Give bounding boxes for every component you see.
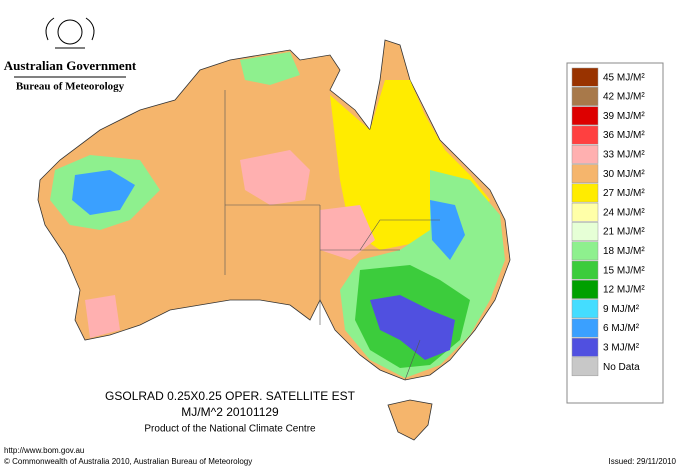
legend-label: 36 MJ/M²: [603, 130, 645, 141]
legend-label: No Data: [603, 362, 640, 373]
legend-label: 27 MJ/M²: [603, 188, 645, 199]
band: [430, 200, 465, 260]
legend-label: 12 MJ/M²: [603, 285, 645, 296]
issued: Issued: 29/11/2010: [609, 457, 677, 466]
caption: MJ/M^2 20101129: [181, 405, 279, 419]
legend-swatch: [571, 299, 599, 319]
band: [72, 170, 135, 215]
legend-swatch: [571, 260, 599, 280]
legend-swatch: [571, 67, 599, 87]
legend-swatch: [571, 164, 599, 184]
crest: [45, 17, 95, 49]
legend-swatch: [571, 241, 599, 261]
caption: Product of the National Climate Centre: [144, 424, 316, 435]
url: http://www.bom.gov.au: [4, 446, 84, 455]
legend-swatch: [571, 318, 599, 338]
legend-label: 21 MJ/M²: [603, 227, 645, 238]
agency-title: Australian Government: [4, 58, 137, 73]
legend-label: 6 MJ/M²: [603, 323, 640, 334]
legend-swatch: [571, 357, 599, 377]
legend-label: 30 MJ/M²: [603, 169, 645, 180]
legend-label: 9 MJ/M²: [603, 304, 640, 315]
tasmania: [387, 399, 433, 441]
caption: GSOLRAD 0.25X0.25 OPER. SATELLITE EST: [105, 389, 356, 403]
legend-swatch: [571, 280, 599, 299]
legend-label: 33 MJ/M²: [603, 149, 645, 160]
legend-swatch: [571, 337, 599, 357]
map: [37, 39, 511, 441]
agency-subtitle: Bureau of Meteorology: [16, 81, 125, 93]
state-borders: [224, 90, 440, 381]
legend-label: 24 MJ/M²: [603, 207, 645, 218]
legend-label: 3 MJ/M²: [603, 342, 640, 353]
legend-swatch: [571, 202, 599, 222]
legend-swatch: [571, 125, 599, 145]
copyright: © Commonwealth of Australia 2010, Austra…: [4, 457, 252, 466]
legend-swatch: [571, 183, 599, 203]
band: [370, 295, 455, 360]
legend-label: 45 MJ/M²: [603, 72, 645, 83]
band: [85, 150, 375, 338]
legend-label: 15 MJ/M²: [603, 265, 645, 276]
band: [240, 52, 300, 85]
legend-label: 18 MJ/M²: [603, 246, 645, 257]
legend-swatch: [571, 106, 599, 126]
legend-label: 42 MJ/M²: [603, 92, 645, 103]
legend-swatch: [571, 222, 599, 241]
legend-label: 39 MJ/M²: [603, 111, 645, 122]
legend-swatch: [571, 144, 599, 164]
legend-swatch: [571, 87, 599, 106]
